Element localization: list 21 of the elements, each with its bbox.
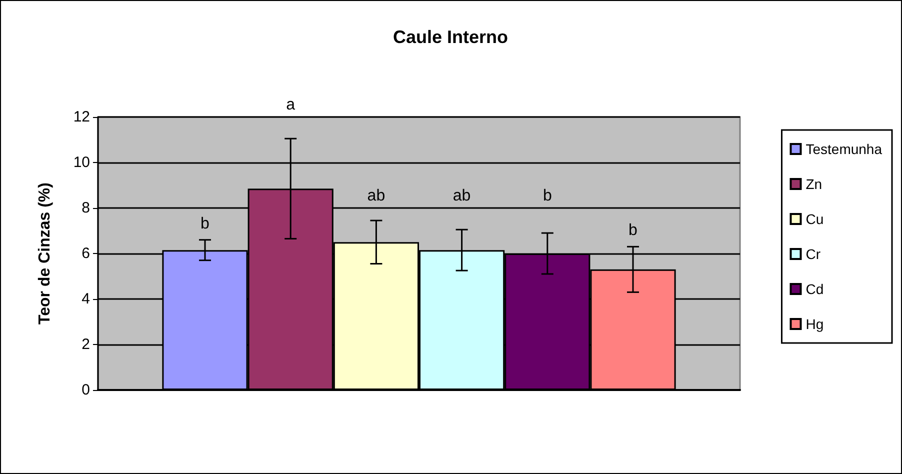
- y-tick-label: 0: [82, 382, 90, 398]
- chart-title: Caule Interno: [392, 27, 508, 47]
- legend-label: Testemunha: [806, 141, 882, 157]
- annotation: ab: [452, 188, 471, 204]
- legend-label: Cd: [806, 281, 824, 297]
- y-tick-label: 2: [82, 336, 90, 353]
- y-tick-label: 4: [82, 290, 90, 308]
- annotation: ab: [367, 188, 386, 204]
- legend-label: Cr: [806, 246, 821, 262]
- legend-label: Zn: [806, 176, 822, 192]
- y-tick-label: 12: [73, 108, 90, 126]
- annotation: b: [628, 222, 638, 240]
- legend-label: Cu: [806, 211, 824, 227]
- legend-label: Hg: [806, 316, 824, 332]
- y-tick-label: 10: [73, 154, 90, 171]
- y-axis-title: Teor de Cinzas (%): [36, 182, 54, 324]
- annotation: b: [542, 188, 552, 204]
- text: a: [286, 96, 296, 114]
- y-tick-label: 8: [82, 200, 90, 216]
- annotation: b: [200, 215, 210, 232]
- y-tick-label: 6: [82, 245, 90, 262]
